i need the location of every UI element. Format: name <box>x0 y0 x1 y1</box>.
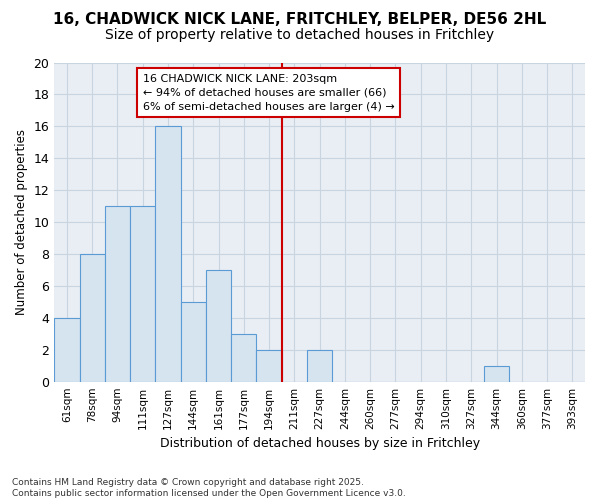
Bar <box>484 366 509 382</box>
Bar <box>231 334 256 382</box>
Bar <box>80 254 105 382</box>
Bar <box>307 350 332 382</box>
Bar <box>206 270 231 382</box>
Bar <box>130 206 155 382</box>
Bar <box>181 302 206 382</box>
Bar <box>256 350 282 382</box>
Bar <box>105 206 130 382</box>
Text: 16 CHADWICK NICK LANE: 203sqm
← 94% of detached houses are smaller (66)
6% of se: 16 CHADWICK NICK LANE: 203sqm ← 94% of d… <box>143 74 394 112</box>
Y-axis label: Number of detached properties: Number of detached properties <box>15 129 28 315</box>
Text: Contains HM Land Registry data © Crown copyright and database right 2025.
Contai: Contains HM Land Registry data © Crown c… <box>12 478 406 498</box>
Bar <box>155 126 181 382</box>
Text: 16, CHADWICK NICK LANE, FRITCHLEY, BELPER, DE56 2HL: 16, CHADWICK NICK LANE, FRITCHLEY, BELPE… <box>53 12 547 28</box>
Bar <box>54 318 80 382</box>
Text: Size of property relative to detached houses in Fritchley: Size of property relative to detached ho… <box>106 28 494 42</box>
X-axis label: Distribution of detached houses by size in Fritchley: Distribution of detached houses by size … <box>160 437 480 450</box>
